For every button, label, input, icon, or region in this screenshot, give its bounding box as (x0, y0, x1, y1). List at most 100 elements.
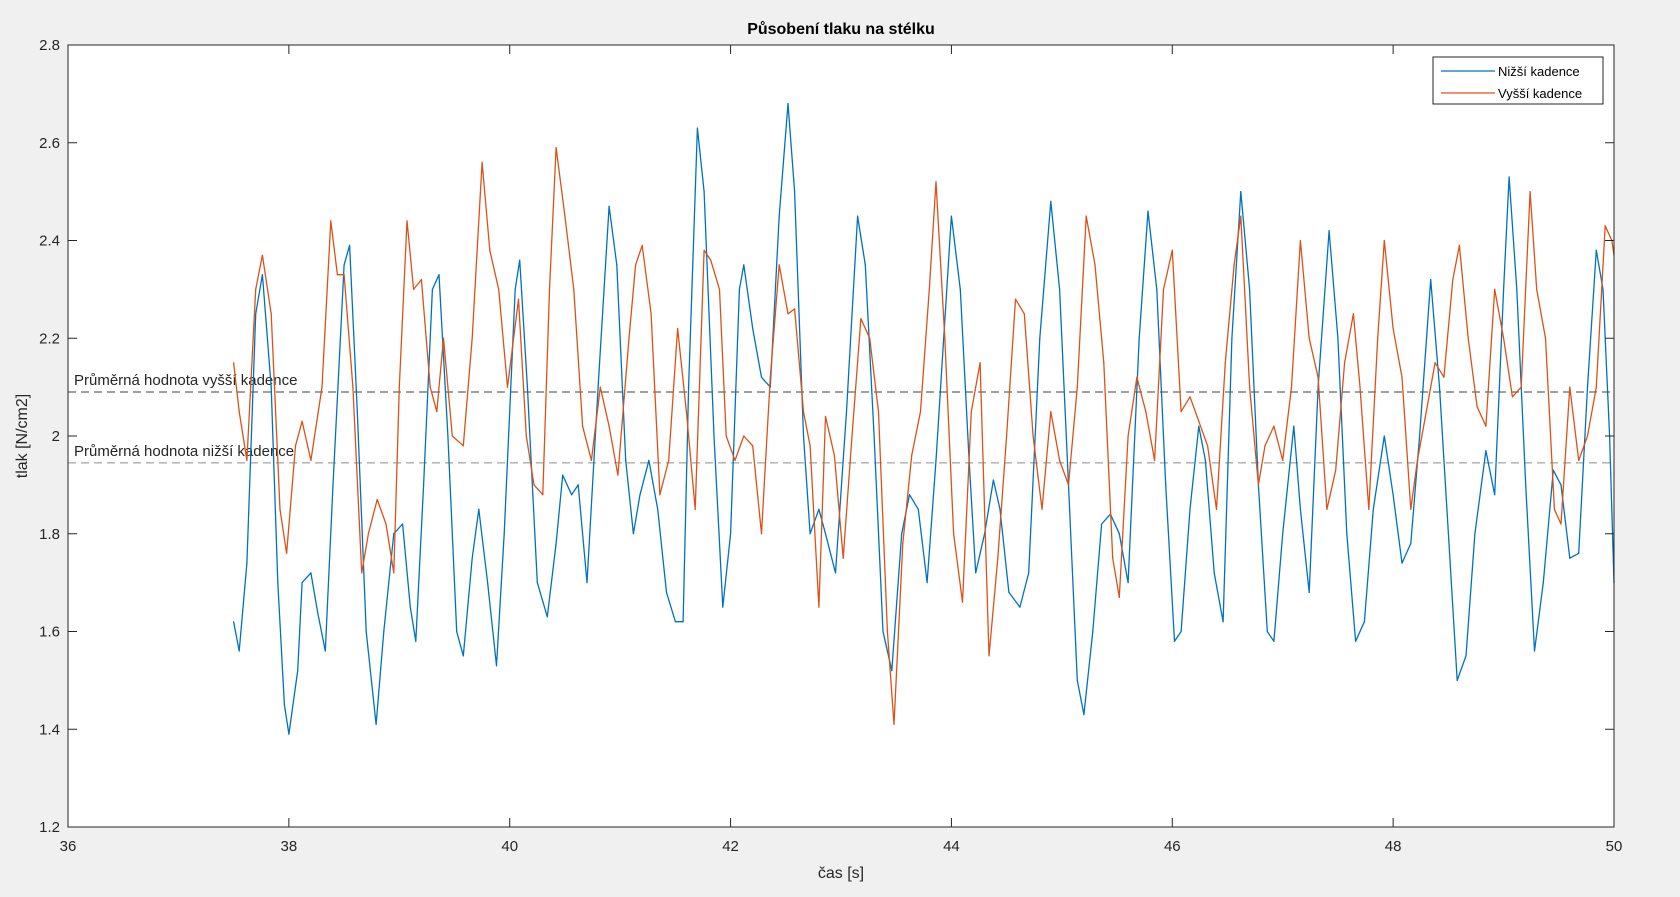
series-1-point-162 (1595, 386, 1597, 388)
series-1-point-15 (352, 386, 354, 388)
series-0-point-84 (917, 508, 919, 510)
reference-label-0: Průměrná hodnota vyšší kadence (74, 372, 297, 389)
plot-area (68, 45, 1614, 827)
series-1-point-24 (420, 279, 422, 281)
series-0-point-51 (639, 494, 641, 496)
series-1-point-120 (1240, 215, 1242, 217)
series-1-point-101 (1076, 386, 1078, 388)
series-1-point-154 (1529, 191, 1531, 193)
series-0-point-47 (608, 205, 610, 207)
series-1-point-151 (1503, 337, 1505, 339)
series-1-point-39 (548, 288, 551, 290)
series-1-point-153 (1520, 386, 1522, 388)
series-1-point-81 (902, 542, 904, 545)
series-0-point-126 (1293, 425, 1295, 427)
series-1-point-47 (617, 474, 619, 476)
series-1-point-111 (1162, 288, 1165, 290)
series-0-point-142 (1438, 386, 1441, 388)
series-0-point-59 (703, 191, 705, 193)
series-1-point-152 (1511, 396, 1513, 398)
series-1-point-0 (233, 362, 235, 364)
series-1-point-64 (760, 533, 763, 535)
series-line-0 (232, 102, 1615, 735)
series-0-point-104 (1101, 523, 1103, 525)
series-1-point-83 (919, 411, 922, 413)
series-0-point-87 (950, 215, 953, 217)
series-1-point-127 (1299, 239, 1301, 242)
series-1-point-143 (1434, 362, 1436, 364)
series-1-point-59 (718, 288, 721, 290)
series-1-point-78 (877, 411, 880, 413)
series-1-point-113 (1180, 411, 1182, 413)
series-0-point-94 (1008, 591, 1010, 594)
series-0-point-119 (1231, 337, 1233, 339)
axis-ticks: 36 38 40 42 44 46 48 50 1.2 1.4 1.6 1.8 2 2.2 2.4 2.6 2.… (39, 37, 1622, 855)
series-1-point-136 (1377, 337, 1379, 339)
series-1-point-122 (1257, 484, 1259, 486)
series-1-point-14 (343, 274, 345, 276)
x-tick-label-5: 46 (1164, 838, 1181, 855)
series-1-point-72 (824, 415, 827, 417)
series-0-point-5 (270, 386, 272, 388)
series-0-point-42 (562, 474, 564, 476)
series-0-point-93 (999, 508, 1001, 510)
series-1-point-132 (1344, 362, 1346, 364)
series-0-point-0 (233, 621, 235, 623)
series-1-point-50 (641, 244, 643, 246)
series-1-point-98 (1050, 411, 1052, 413)
series-0-point-71 (802, 435, 805, 437)
series-0-point-133 (1355, 640, 1357, 642)
series-0-point-146 (1474, 533, 1476, 535)
series-0-point-53 (657, 508, 659, 510)
series-0-point-130 (1328, 230, 1330, 232)
series-1-point-34 (506, 386, 509, 388)
series-1-point-133 (1352, 313, 1354, 315)
series-1-point-94 (1014, 298, 1017, 300)
series-line-1 (232, 146, 1615, 726)
series-0-point-74 (824, 533, 827, 535)
series-1-point-139 (1401, 376, 1403, 378)
series-1-point-52 (659, 494, 661, 496)
x-tick-label-3: 42 (722, 838, 739, 855)
x-axis-title: čas [s] (818, 865, 864, 882)
series-1-point-110 (1154, 459, 1156, 461)
series-1-point-104 (1103, 362, 1105, 364)
series-1-point-149 (1485, 425, 1487, 427)
series-0-point-95 (1019, 606, 1021, 608)
series-0-point-121 (1249, 288, 1251, 290)
series-1-point-76 (860, 318, 862, 320)
series-0-point-99 (1059, 288, 1061, 290)
series-1-point-26 (436, 411, 438, 413)
series-0-point-52 (648, 459, 650, 461)
series-1-point-106 (1118, 596, 1120, 598)
chart-title: Působení tlaku na stélku (747, 21, 935, 38)
series-0-point-33 (487, 582, 489, 584)
series-0-point-123 (1266, 630, 1268, 633)
series-0-point-12 (317, 611, 319, 613)
series-1-point-129 (1317, 376, 1319, 378)
series-0-point-46 (597, 386, 599, 388)
series-1-point-62 (743, 435, 745, 437)
series-0-point-83 (908, 494, 911, 496)
series-0-point-75 (834, 572, 837, 574)
series-0-point-49 (625, 459, 627, 461)
legend-label-lower-cadence: Nižší kadence (1498, 64, 1580, 79)
series-0-point-127 (1299, 508, 1301, 510)
series-0-point-15 (343, 264, 345, 266)
series-1-point-123 (1264, 445, 1266, 447)
series-1-point-46 (608, 425, 610, 427)
series-0-point-32 (478, 508, 480, 510)
y-tick-label-5: 2.2 (39, 330, 60, 347)
y-tick-label-4: 2 (52, 428, 60, 445)
series-1-point-114 (1189, 396, 1191, 398)
series-1-point-100 (1067, 484, 1070, 486)
series-0-point-102 (1083, 714, 1085, 716)
series-1-point-87 (953, 533, 955, 535)
series-1-point-102 (1085, 215, 1087, 217)
series-1-point-48 (628, 337, 630, 339)
series-1-point-70 (809, 445, 811, 447)
series-0-point-115 (1198, 425, 1200, 427)
series-0-point-131 (1337, 337, 1339, 339)
series-0-point-141 (1430, 279, 1432, 281)
series-1-point-144 (1443, 376, 1445, 378)
